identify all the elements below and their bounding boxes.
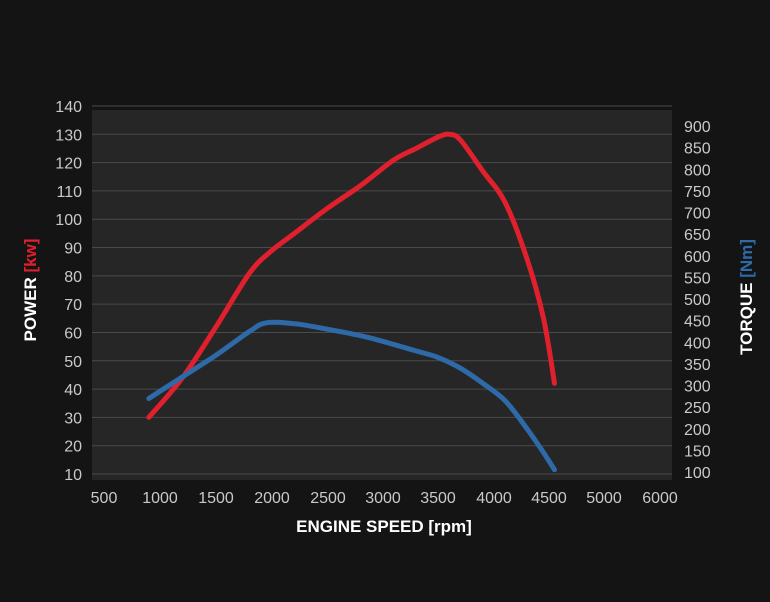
x-tick-label: 4500 [531, 490, 567, 507]
torque-tick-label: 250 [684, 400, 711, 417]
x-tick-label: 6000 [642, 490, 678, 507]
torque-tick-label: 550 [684, 270, 711, 287]
torque-tick-label: 450 [684, 314, 711, 331]
power-tick-label: 110 [56, 184, 82, 201]
power-tick-label: 60 [64, 325, 82, 342]
power-tick-label: 100 [55, 212, 82, 229]
x-tick-label: 1000 [142, 490, 178, 507]
power-tick-label: 20 [64, 439, 82, 456]
x-tick-label: 4000 [476, 490, 512, 507]
torque-axis-title-main: TORQUE [737, 278, 756, 355]
x-tick-label: 2500 [310, 490, 346, 507]
power-tick-label: 130 [55, 127, 82, 144]
torque-tick-label: 100 [684, 465, 711, 482]
x-axis-title: ENGINE SPEED [rpm] [296, 517, 472, 536]
torque-axis-title: TORQUE [Nm] [737, 239, 756, 355]
power-series-line [146, 131, 557, 420]
x-tick-label: 3500 [420, 490, 456, 507]
power-tick-label: 10 [64, 467, 82, 484]
torque-axis-title-unit: [Nm] [737, 239, 756, 278]
power-tick-label: 80 [64, 269, 82, 286]
torque-series-line [146, 319, 557, 473]
torque-tick-label: 350 [684, 357, 711, 374]
torque-tick-label: 400 [684, 335, 711, 352]
power-tick-label: 90 [64, 241, 82, 258]
torque-tick-label: 750 [684, 184, 711, 201]
power-tick-label: 30 [64, 410, 82, 427]
torque-tick-label: 700 [684, 206, 711, 223]
x-tick-label: 5000 [586, 490, 622, 507]
torque-tick-label: 500 [684, 292, 711, 309]
power-axis-ticks: 10 20 30 40 50 60 70 80 90 100 110 120 130 140 [55, 99, 82, 484]
x-tick-label: 500 [91, 490, 118, 507]
power-tick-label: 120 [55, 156, 82, 173]
power-tick-label: 70 [64, 297, 82, 314]
plot-area [92, 110, 672, 480]
torque-tick-label: 600 [684, 249, 711, 266]
power-axis-title: POWER [kw] [21, 239, 40, 342]
power-axis-title-main: POWER [21, 273, 40, 342]
torque-tick-label: 850 [684, 141, 711, 158]
x-tick-label: 3000 [365, 490, 401, 507]
torque-tick-label: 900 [684, 119, 711, 136]
torque-tick-label: 200 [684, 422, 711, 439]
power-tick-label: 50 [64, 354, 82, 371]
grid-lines [92, 105, 672, 475]
x-tick-label: 1500 [198, 490, 234, 507]
power-tick-label: 140 [55, 99, 82, 116]
power-tick-label: 40 [64, 382, 82, 399]
power-axis-title-unit: [kw] [21, 239, 40, 273]
torque-tick-label: 800 [684, 162, 711, 179]
torque-tick-label: 650 [684, 227, 711, 244]
torque-tick-label: 300 [684, 379, 711, 396]
x-tick-label: 2000 [254, 490, 290, 507]
torque-axis-ticks: 100 150 200 250 300 350 400 450 500 550 600 650 700 7… [684, 119, 711, 482]
x-axis-ticks: 500 1000 1500 2000 2500 3000 3500 4000 4500 5000 6… [91, 490, 678, 507]
torque-tick-label: 150 [684, 443, 711, 460]
series-lines [146, 131, 557, 473]
